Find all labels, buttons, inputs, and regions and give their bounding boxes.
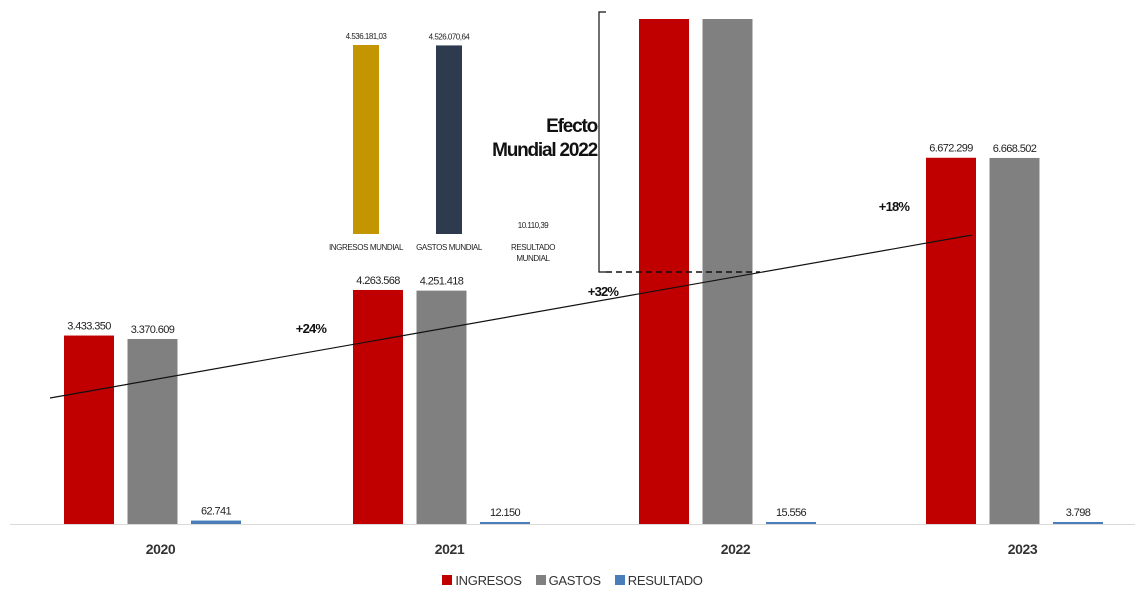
effect-annotation-line-2: Mundial 2022 [492,140,598,161]
bar-gastos-2020 [127,338,178,524]
inset-chart: 4.536.181,03 4.526.070,64 10.110,39 INGRESO… [329,32,556,263]
bar-resultado-2022 [766,522,816,524]
effect-bracket [598,11,606,273]
inset-bar-2 [436,45,462,234]
x-tick-2023: 2023 [1008,541,1038,557]
labels-layer: 3.433.350 3.370.609 62.741 2020 4.263.568 4.2… [67,143,1091,557]
bar-gastos-2023 [989,157,1040,525]
data-label-resultado-2022: 15.556 [776,507,807,519]
growth-label-1: +24% [296,321,328,336]
data-label-ingresos-2021: 4.263.568 [356,275,400,287]
inset-data-label-3: 10.110,39 [518,221,550,230]
data-label-ingresos-2020: 3.433.350 [67,321,111,333]
legend-swatch-gastos [535,575,546,585]
inset-data-label-1: 4.536.181,03 [346,32,388,41]
bar-ingresos-2021 [353,289,403,524]
bar-resultado-2020 [191,520,241,524]
x-tick-2020: 2020 [146,541,176,557]
bar-ingresos-2023 [926,157,976,524]
data-label-gastos-2021: 4.251.418 [420,276,464,288]
inset-category-3: RESULTADO MUNDIAL [511,243,555,263]
data-label-resultado-2023: 3.798 [1066,507,1091,519]
legend-item-ingresos: INGRESOS [442,572,522,588]
bar-resultado-2023 [1053,522,1103,524]
annotations-layer: +24% +32% +18% Efecto Mundial 2022 [49,11,973,399]
legend-swatch-resultado [614,575,625,585]
inset-category-2: GASTOS MUNDIAL [416,243,483,252]
legend-item-resultado: RESULTADO [614,572,703,588]
effect-annotation-line-1: Efecto [546,116,597,137]
legend: INGRESOS GASTOS RESULTADO [0,572,1145,588]
legend-swatch-ingresos [442,575,453,585]
data-label-ingresos-2023: 6.672.299 [929,143,973,155]
data-label-resultado-2020: 62.741 [201,506,232,518]
inset-data-label-2: 4.526.070,64 [429,32,471,41]
legend-label-ingresos: INGRESOS [455,572,522,588]
inset-category-1: INGRESOS MUNDIAL [329,243,404,252]
x-tick-2022: 2022 [721,541,751,557]
legend-label-gastos: GASTOS [548,572,601,588]
inset-bar-1 [353,45,379,234]
x-tick-2021: 2021 [435,541,465,557]
revenue-expenses-chart: 3.433.350 3.370.609 62.741 2020 4.263.568 4.2… [10,11,1135,557]
bar-gastos-2021 [416,290,467,524]
growth-label-3: +18% [879,199,911,214]
legend-label-resultado: RESULTADO [627,572,703,588]
data-label-resultado-2021: 12.150 [490,507,521,519]
trendline [49,234,973,399]
bar-resultado-2021 [480,522,530,524]
data-label-gastos-2023: 6.668.502 [993,143,1037,155]
bars-layer [64,19,1103,525]
growth-label-2: +32% [588,284,620,299]
bar-ingresos-2020 [64,335,114,524]
legend-item-gastos: GASTOS [535,572,601,588]
data-label-gastos-2020: 3.370.609 [131,324,175,336]
